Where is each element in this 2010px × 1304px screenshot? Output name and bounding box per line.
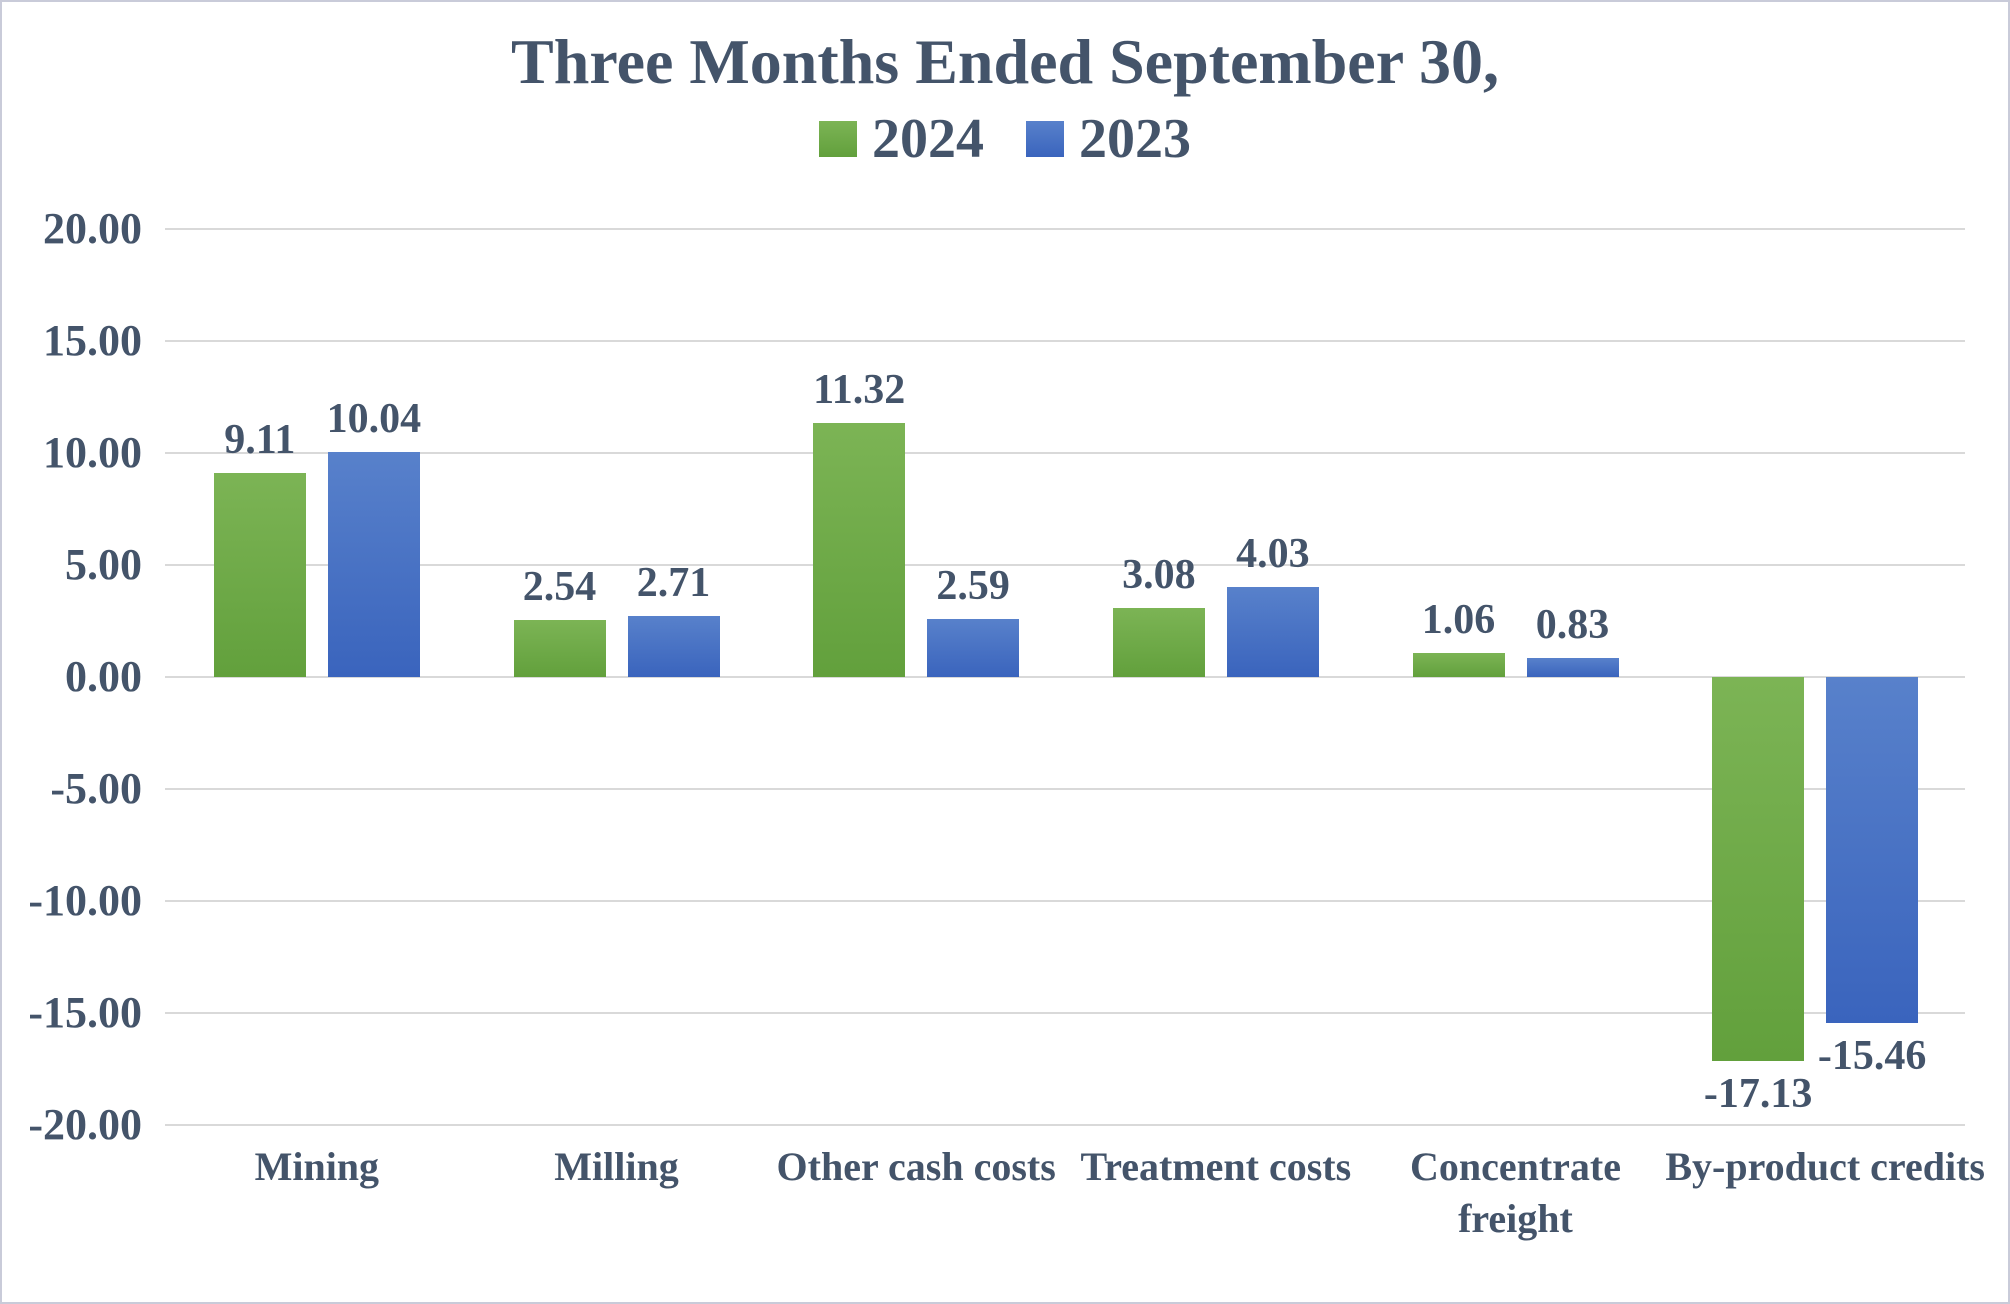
x-axis-label-concentrate-freight: Concentrate freight (1366, 1141, 1666, 1245)
x-axis-label-other-cash-costs: Other cash costs (766, 1141, 1066, 1193)
bar-2023-treatment-costs (1226, 586, 1319, 677)
legend-item-2023: 2023 (1026, 111, 1191, 167)
plot-area: 9.11 10.04 2.54 2.71 11.32 2.59 3.08 4.03 1.06 0.… (165, 228, 1965, 1126)
value-label-2024-concentrate-freight: 1.06 (1421, 597, 1496, 644)
x-axis-label-line: Milling (554, 1144, 679, 1189)
x-axis-label-line: freight (1458, 1196, 1573, 1241)
bar-2024-treatment-costs (1112, 608, 1205, 677)
bar-2024-concentrate-freight (1412, 653, 1505, 677)
value-label-2023-milling: 2.71 (636, 560, 711, 607)
value-label-2024-other-cash-costs: 11.32 (813, 367, 906, 414)
x-axis-label-line: Mining (254, 1144, 380, 1189)
gridline--20.00 (165, 1124, 1965, 1126)
x-axis-label-line: Concentrate (1409, 1144, 1621, 1189)
y-tick-label--15.00: -15.00 (28, 988, 142, 1037)
y-tick-label-5.00: 5.00 (65, 540, 142, 589)
gridline--15.00 (165, 1012, 1965, 1014)
bar-2024-mining (213, 472, 306, 677)
gridline--10.00 (165, 900, 1965, 902)
x-axis-label-line: Treatment costs (1080, 1144, 1352, 1189)
value-label-2024-treatment-costs: 3.08 (1122, 552, 1196, 598)
gridline-5.00 (165, 564, 1965, 566)
value-label-2023-treatment-costs: 4.03 (1236, 530, 1310, 577)
y-tick-label-15.00: 15.00 (43, 316, 142, 365)
y-axis-labels: 20.00 15.00 10.00 5.00 0.00 -5.00 -10.00 -15.00… (2, 204, 142, 1149)
x-axis-label-line: Other cash costs (776, 1144, 1056, 1189)
legend-item-2024: 2024 (819, 111, 984, 167)
bar-2024-by-product-credits (1712, 677, 1805, 1061)
gridline-15.00 (165, 340, 1965, 342)
x-axis-label-mining: Mining (167, 1141, 467, 1193)
y-tick-label--20.00: -20.00 (28, 1100, 142, 1149)
value-label-2023-mining: 10.04 (326, 396, 422, 443)
x-axis-label-line: By-product credits (1665, 1144, 1985, 1189)
x-axis-label-by-product-credits: By-product credits (1665, 1141, 1985, 1193)
value-label-2023-other-cash-costs: 2.59 (936, 562, 1010, 609)
value-label-2024-mining: 9.11 (224, 416, 296, 463)
legend-swatch-2023-icon (1026, 121, 1064, 157)
gridline-20.00 (165, 228, 1965, 230)
value-label-2024-by-product-credits: -17.13 (1703, 1070, 1813, 1117)
y-tick-label--10.00: -10.00 (28, 876, 142, 925)
bar-2023-by-product-credits (1826, 677, 1919, 1024)
legend-swatch-2024-icon (819, 121, 857, 157)
chart-title: Three Months Ended September 30, (511, 26, 1499, 97)
bar-2023-concentrate-freight (1526, 658, 1619, 677)
bar-2023-milling (627, 616, 720, 677)
y-tick-label-10.00: 10.00 (43, 428, 142, 477)
bar-2024-other-cash-costs (813, 423, 906, 677)
bar-2023-mining (327, 452, 420, 677)
legend-label-2023: 2023 (1079, 108, 1191, 170)
gridline-10.00 (165, 452, 1965, 454)
bar-2024-milling (513, 620, 606, 677)
y-tick-label--5.00: -5.00 (50, 764, 142, 813)
chart-legend: 2024 2023 (2, 104, 2008, 174)
gridline-0.00 (165, 676, 1965, 678)
value-label-2024-milling: 2.54 (522, 564, 597, 611)
y-tick-label-20.00: 20.00 (43, 204, 142, 253)
value-label-2023-by-product-credits: -15.46 (1817, 1033, 1927, 1080)
x-axis-label-milling: Milling (467, 1141, 767, 1193)
gridline--5.00 (165, 788, 1965, 790)
bar-2023-other-cash-costs (927, 618, 1020, 677)
x-axis-label-treatment-costs: Treatment costs (1066, 1141, 1366, 1193)
legend-label-2024: 2024 (872, 108, 984, 170)
value-label-2023-concentrate-freight: 0.83 (1535, 602, 1610, 649)
y-tick-label-0.00: 0.00 (65, 652, 142, 701)
